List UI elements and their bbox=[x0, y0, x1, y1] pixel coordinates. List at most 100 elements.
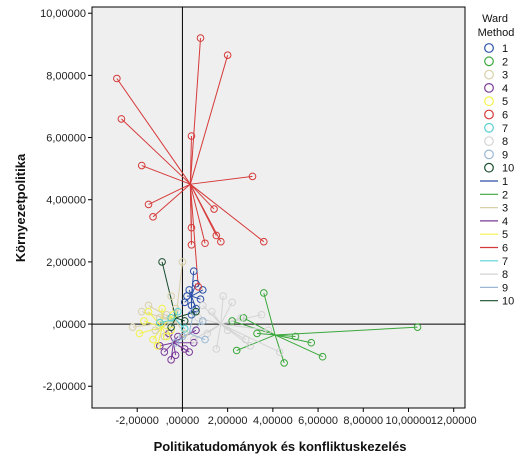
connector-line-cluster-8 bbox=[215, 323, 222, 350]
point-cluster-4 bbox=[160, 348, 169, 356]
legend-marker-label: 10 bbox=[502, 163, 514, 175]
point-cluster-6 bbox=[149, 213, 157, 221]
point-cluster-3 bbox=[156, 314, 164, 322]
point-cluster-8 bbox=[223, 326, 232, 335]
point-cluster-8 bbox=[219, 292, 227, 300]
connector-line-cluster-10 bbox=[175, 317, 185, 322]
point-cluster-10 bbox=[158, 258, 166, 266]
y-tick-label: 10,00000 bbox=[40, 8, 86, 20]
legend-marker-7 bbox=[484, 122, 494, 133]
y-tick-label: 8,00000 bbox=[46, 70, 86, 82]
point-cluster-2 bbox=[260, 289, 268, 297]
connector-line-cluster-3 bbox=[141, 311, 176, 322]
connector-line-cluster-2 bbox=[236, 334, 276, 351]
point-cluster-2 bbox=[413, 323, 422, 331]
x-tick-label: 10,00000 bbox=[386, 415, 432, 427]
y-tick-label: -2,00000 bbox=[43, 381, 86, 393]
legend-line-label: 2 bbox=[502, 189, 508, 201]
connector-line-cluster-6 bbox=[189, 184, 206, 244]
legend-marker-10 bbox=[484, 162, 494, 173]
y-tick-label: 6,00000 bbox=[46, 133, 86, 145]
point-cluster-3 bbox=[178, 258, 187, 266]
legend-marker-5 bbox=[484, 96, 494, 107]
point-cluster-5 bbox=[162, 332, 171, 341]
legend-line-label: 1 bbox=[502, 176, 508, 188]
connector-line-cluster-6 bbox=[116, 78, 191, 185]
connector-line-cluster-2 bbox=[275, 326, 418, 336]
connector-line-cluster-9 bbox=[189, 332, 206, 341]
legend-marker-2 bbox=[484, 56, 494, 67]
point-cluster-8 bbox=[189, 335, 198, 344]
legend-marker-label: 1 bbox=[502, 43, 508, 55]
point-cluster-4 bbox=[167, 356, 175, 364]
legend-line-label: 7 bbox=[502, 256, 508, 268]
y-axis-title: Környezetpolitika bbox=[13, 153, 28, 262]
x-axis-title: Politikatudományok és konfliktuskezelés bbox=[154, 439, 407, 454]
legend-line-label: 5 bbox=[502, 229, 508, 241]
legend-marker-label: 9 bbox=[502, 149, 508, 161]
x-tick-label: -2,00000 bbox=[115, 415, 158, 427]
point-cluster-6 bbox=[187, 132, 196, 140]
point-cluster-7 bbox=[180, 324, 189, 333]
y-axis-ticks: -2,00000 ,00000 2,00000 4,00000 6,00000 8,000… bbox=[40, 8, 92, 393]
point-cluster-10 bbox=[167, 323, 175, 331]
point-cluster-8 bbox=[237, 314, 245, 322]
connector-line-cluster-3 bbox=[175, 261, 183, 322]
legend-marker-9 bbox=[484, 149, 494, 160]
connector-line-cluster-2 bbox=[263, 292, 276, 336]
point-cluster-6 bbox=[248, 172, 257, 181]
point-cluster-2 bbox=[318, 352, 327, 361]
point-cluster-3 bbox=[128, 323, 137, 331]
y-tick-label: ,00000 bbox=[52, 319, 86, 331]
connector-line-cluster-4 bbox=[159, 342, 174, 347]
point-cluster-8 bbox=[264, 326, 273, 335]
point-cluster-6 bbox=[201, 239, 209, 248]
point-cluster-6 bbox=[137, 161, 146, 170]
point-cluster-4 bbox=[171, 351, 180, 359]
legend-marker-label: 4 bbox=[502, 83, 508, 95]
connector-line-cluster-4 bbox=[163, 342, 174, 353]
connector-line-cluster-7 bbox=[159, 318, 176, 324]
point-cluster-1 bbox=[180, 298, 189, 307]
connector-line-cluster-6 bbox=[141, 165, 191, 185]
point-cluster-7 bbox=[156, 318, 164, 327]
point-cluster-9 bbox=[178, 332, 187, 341]
point-cluster-5 bbox=[153, 342, 162, 350]
point-cluster-6 bbox=[260, 237, 268, 246]
point-cluster-9 bbox=[201, 335, 209, 344]
point-cluster-5 bbox=[167, 326, 175, 335]
point-cluster-8 bbox=[212, 345, 221, 353]
legend-marker-label: 6 bbox=[502, 110, 508, 122]
point-cluster-10 bbox=[192, 307, 200, 316]
point-cluster-9 bbox=[171, 338, 180, 347]
point-cluster-6 bbox=[117, 115, 126, 123]
x-tick-label: 4,00000 bbox=[253, 415, 293, 427]
point-cluster-6 bbox=[194, 282, 203, 291]
connector-line-cluster-5 bbox=[152, 326, 163, 340]
connector-line-cluster-4 bbox=[172, 342, 177, 356]
connector-line-cluster-6 bbox=[189, 38, 202, 185]
point-cluster-2 bbox=[232, 346, 241, 355]
connector-line-cluster-6 bbox=[152, 183, 191, 218]
point-cluster-3 bbox=[151, 326, 160, 335]
point-cluster-4 bbox=[189, 338, 198, 347]
connector-line-cluster-1 bbox=[190, 295, 197, 309]
connector-line-cluster-6 bbox=[190, 183, 265, 243]
point-cluster-2 bbox=[253, 329, 261, 338]
point-cluster-4 bbox=[156, 342, 164, 350]
y-tick-label: 4,00000 bbox=[46, 195, 86, 207]
legend-marker-label: 7 bbox=[502, 123, 508, 135]
point-cluster-6 bbox=[187, 223, 196, 232]
point-cluster-8 bbox=[228, 298, 236, 307]
point-cluster-8 bbox=[275, 348, 284, 356]
plot-area bbox=[91, 6, 466, 409]
point-cluster-2 bbox=[307, 338, 316, 347]
point-cluster-2 bbox=[228, 317, 236, 325]
point-cluster-6 bbox=[196, 34, 205, 42]
point-cluster-10 bbox=[180, 317, 189, 325]
connector-line-cluster-6 bbox=[189, 183, 217, 236]
x-tick-label: 8,00000 bbox=[343, 415, 383, 427]
point-cluster-8 bbox=[198, 301, 207, 310]
